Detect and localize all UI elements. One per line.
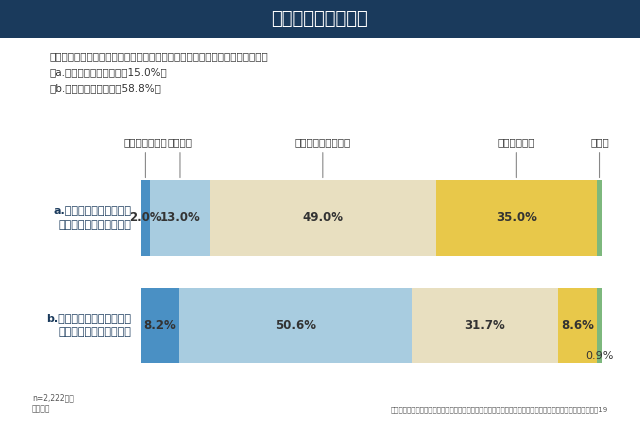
Text: 記述式問題について、肯定的回答（とてもそう思う＋そう思う）をしたのが、
「a.共通テストで出題」で15.0%、
「b.一般入試で充実」で58.8%。: 記述式問題について、肯定的回答（とてもそう思う＋そう思う）をしたのが、 「a.共… [49,52,268,93]
Text: あまりそう思わない: あまりそう思わない [294,137,351,178]
Text: そう思う: そう思う [168,137,193,178]
Bar [150,180,210,256]
Bar [412,288,558,363]
Text: とてもそう思う: とてもそう思う [124,137,167,178]
Text: 2.0%: 2.0% [129,211,162,225]
Bar [141,288,179,363]
Text: 0.9%: 0.9% [586,351,614,361]
Bar [558,288,598,363]
FancyBboxPatch shape [20,46,620,121]
Text: 無回答: 無回答 [590,137,609,178]
Text: 記述式問題への意見: 記述式問題への意見 [271,10,369,28]
Text: 8.2%: 8.2% [143,319,176,332]
Text: 31.7%: 31.7% [465,319,505,332]
Bar [179,288,412,363]
Text: 49.0%: 49.0% [302,211,343,225]
Bar [598,288,602,363]
Text: a.大学入学共通テストで
記述式問題を出題すべき: a.大学入学共通テストで 記述式問題を出題すべき [54,206,132,230]
Bar [436,180,597,256]
Text: n=2,222学部
単数回答: n=2,222学部 単数回答 [32,394,74,413]
Text: b.個別入試（一般選抜）の
記述式問題を充実すべき: b.個別入試（一般選抜）の 記述式問題を充実すべき [47,314,132,337]
Text: 13.0%: 13.0% [159,211,200,225]
Bar [210,180,436,256]
Text: 8.6%: 8.6% [561,319,594,332]
Text: 【出典】文部科学省「大学入学者選抜における英語４技能評価及び記述式問題の実施調査（令和２年度）」　19: 【出典】文部科学省「大学入学者選抜における英語４技能評価及び記述式問題の実施調査… [391,406,608,413]
Text: 35.0%: 35.0% [496,211,537,225]
Text: そう思わない: そう思わない [498,137,535,178]
Text: 50.6%: 50.6% [275,319,316,332]
Bar [141,180,150,256]
Bar [597,180,602,256]
